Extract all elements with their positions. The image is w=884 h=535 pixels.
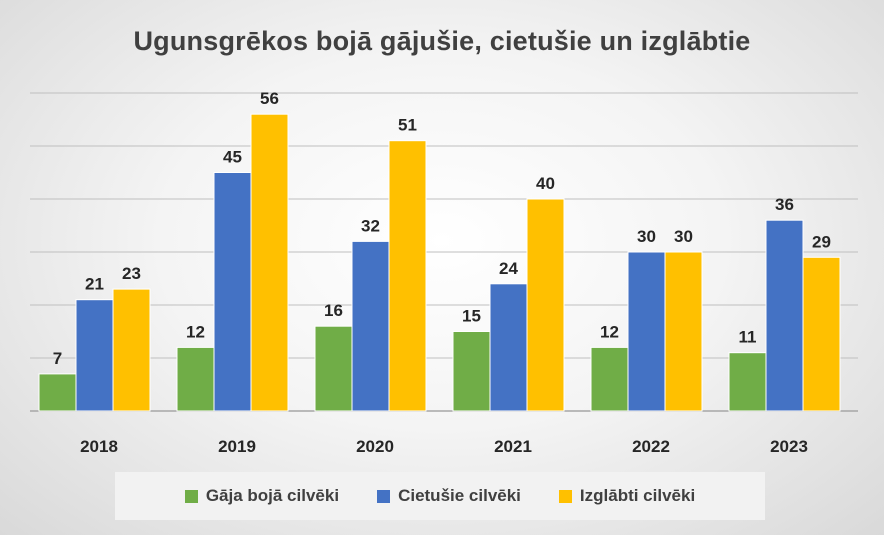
legend-label: Izglābti cilvēki bbox=[579, 486, 696, 505]
x-tick-label: 2018 bbox=[80, 437, 118, 456]
data-label: 29 bbox=[812, 232, 831, 251]
bar bbox=[250, 113, 289, 412]
data-label: 7 bbox=[53, 349, 62, 368]
bar bbox=[728, 352, 767, 412]
bar bbox=[213, 172, 252, 412]
legend-label: Gāja bojā cilvēki bbox=[205, 486, 340, 505]
bar bbox=[112, 288, 151, 412]
x-tick-label: 2019 bbox=[218, 437, 256, 456]
bar bbox=[664, 251, 703, 412]
bar bbox=[627, 251, 666, 412]
bar bbox=[489, 283, 528, 412]
bar bbox=[388, 140, 427, 412]
data-label: 32 bbox=[361, 216, 380, 235]
data-label: 56 bbox=[260, 89, 279, 108]
data-label: 16 bbox=[324, 301, 343, 320]
data-label: 21 bbox=[85, 275, 104, 294]
bar bbox=[314, 325, 353, 412]
data-label: 23 bbox=[122, 264, 141, 283]
data-label: 12 bbox=[186, 322, 205, 341]
data-label: 51 bbox=[398, 116, 417, 135]
bar bbox=[802, 256, 841, 412]
legend-item-rescued: Izglābti cilvēki bbox=[558, 486, 696, 506]
bar bbox=[590, 346, 629, 412]
legend: Gāja bojā cilvēki Cietušie cilvēki Izglā… bbox=[115, 472, 765, 520]
x-tick-label: 2022 bbox=[632, 437, 670, 456]
bar bbox=[452, 331, 491, 412]
x-axis-tick-labels: 2018 2019 2020 2021 2022 2023 bbox=[80, 437, 808, 456]
data-label: 24 bbox=[499, 259, 518, 278]
gridlines bbox=[30, 92, 858, 412]
x-tick-label: 2021 bbox=[494, 437, 532, 456]
data-label: 12 bbox=[600, 322, 619, 341]
bar bbox=[351, 240, 390, 412]
x-tick-label: 2023 bbox=[770, 437, 808, 456]
data-label: 30 bbox=[674, 227, 693, 246]
data-label: 40 bbox=[536, 174, 555, 193]
data-labels: 7 21 23 12 45 56 16 32 51 15 24 40 12 30 30 11 36 29 bbox=[53, 89, 831, 368]
bar bbox=[38, 373, 77, 412]
legend-swatch-yellow bbox=[558, 489, 572, 503]
legend-swatch-blue bbox=[377, 489, 391, 503]
x-tick-label: 2020 bbox=[356, 437, 394, 456]
bar bbox=[765, 219, 804, 412]
bar bbox=[176, 346, 215, 412]
data-label: 45 bbox=[223, 148, 242, 167]
bar bbox=[526, 198, 565, 412]
legend-item-deaths: Gāja bojā cilvēki bbox=[184, 486, 340, 506]
legend-swatch-green bbox=[184, 489, 198, 503]
bars bbox=[38, 113, 841, 412]
data-label: 36 bbox=[775, 195, 794, 214]
legend-item-injured: Cietušie cilvēki bbox=[377, 486, 521, 506]
data-label: 15 bbox=[462, 307, 481, 326]
chart-title: Ugunsgrēkos bojā gājušie, cietušie un iz… bbox=[133, 26, 751, 56]
data-label: 11 bbox=[739, 328, 757, 347]
bar bbox=[75, 299, 114, 412]
legend-label: Cietušie cilvēki bbox=[398, 486, 521, 505]
data-label: 30 bbox=[637, 227, 656, 246]
